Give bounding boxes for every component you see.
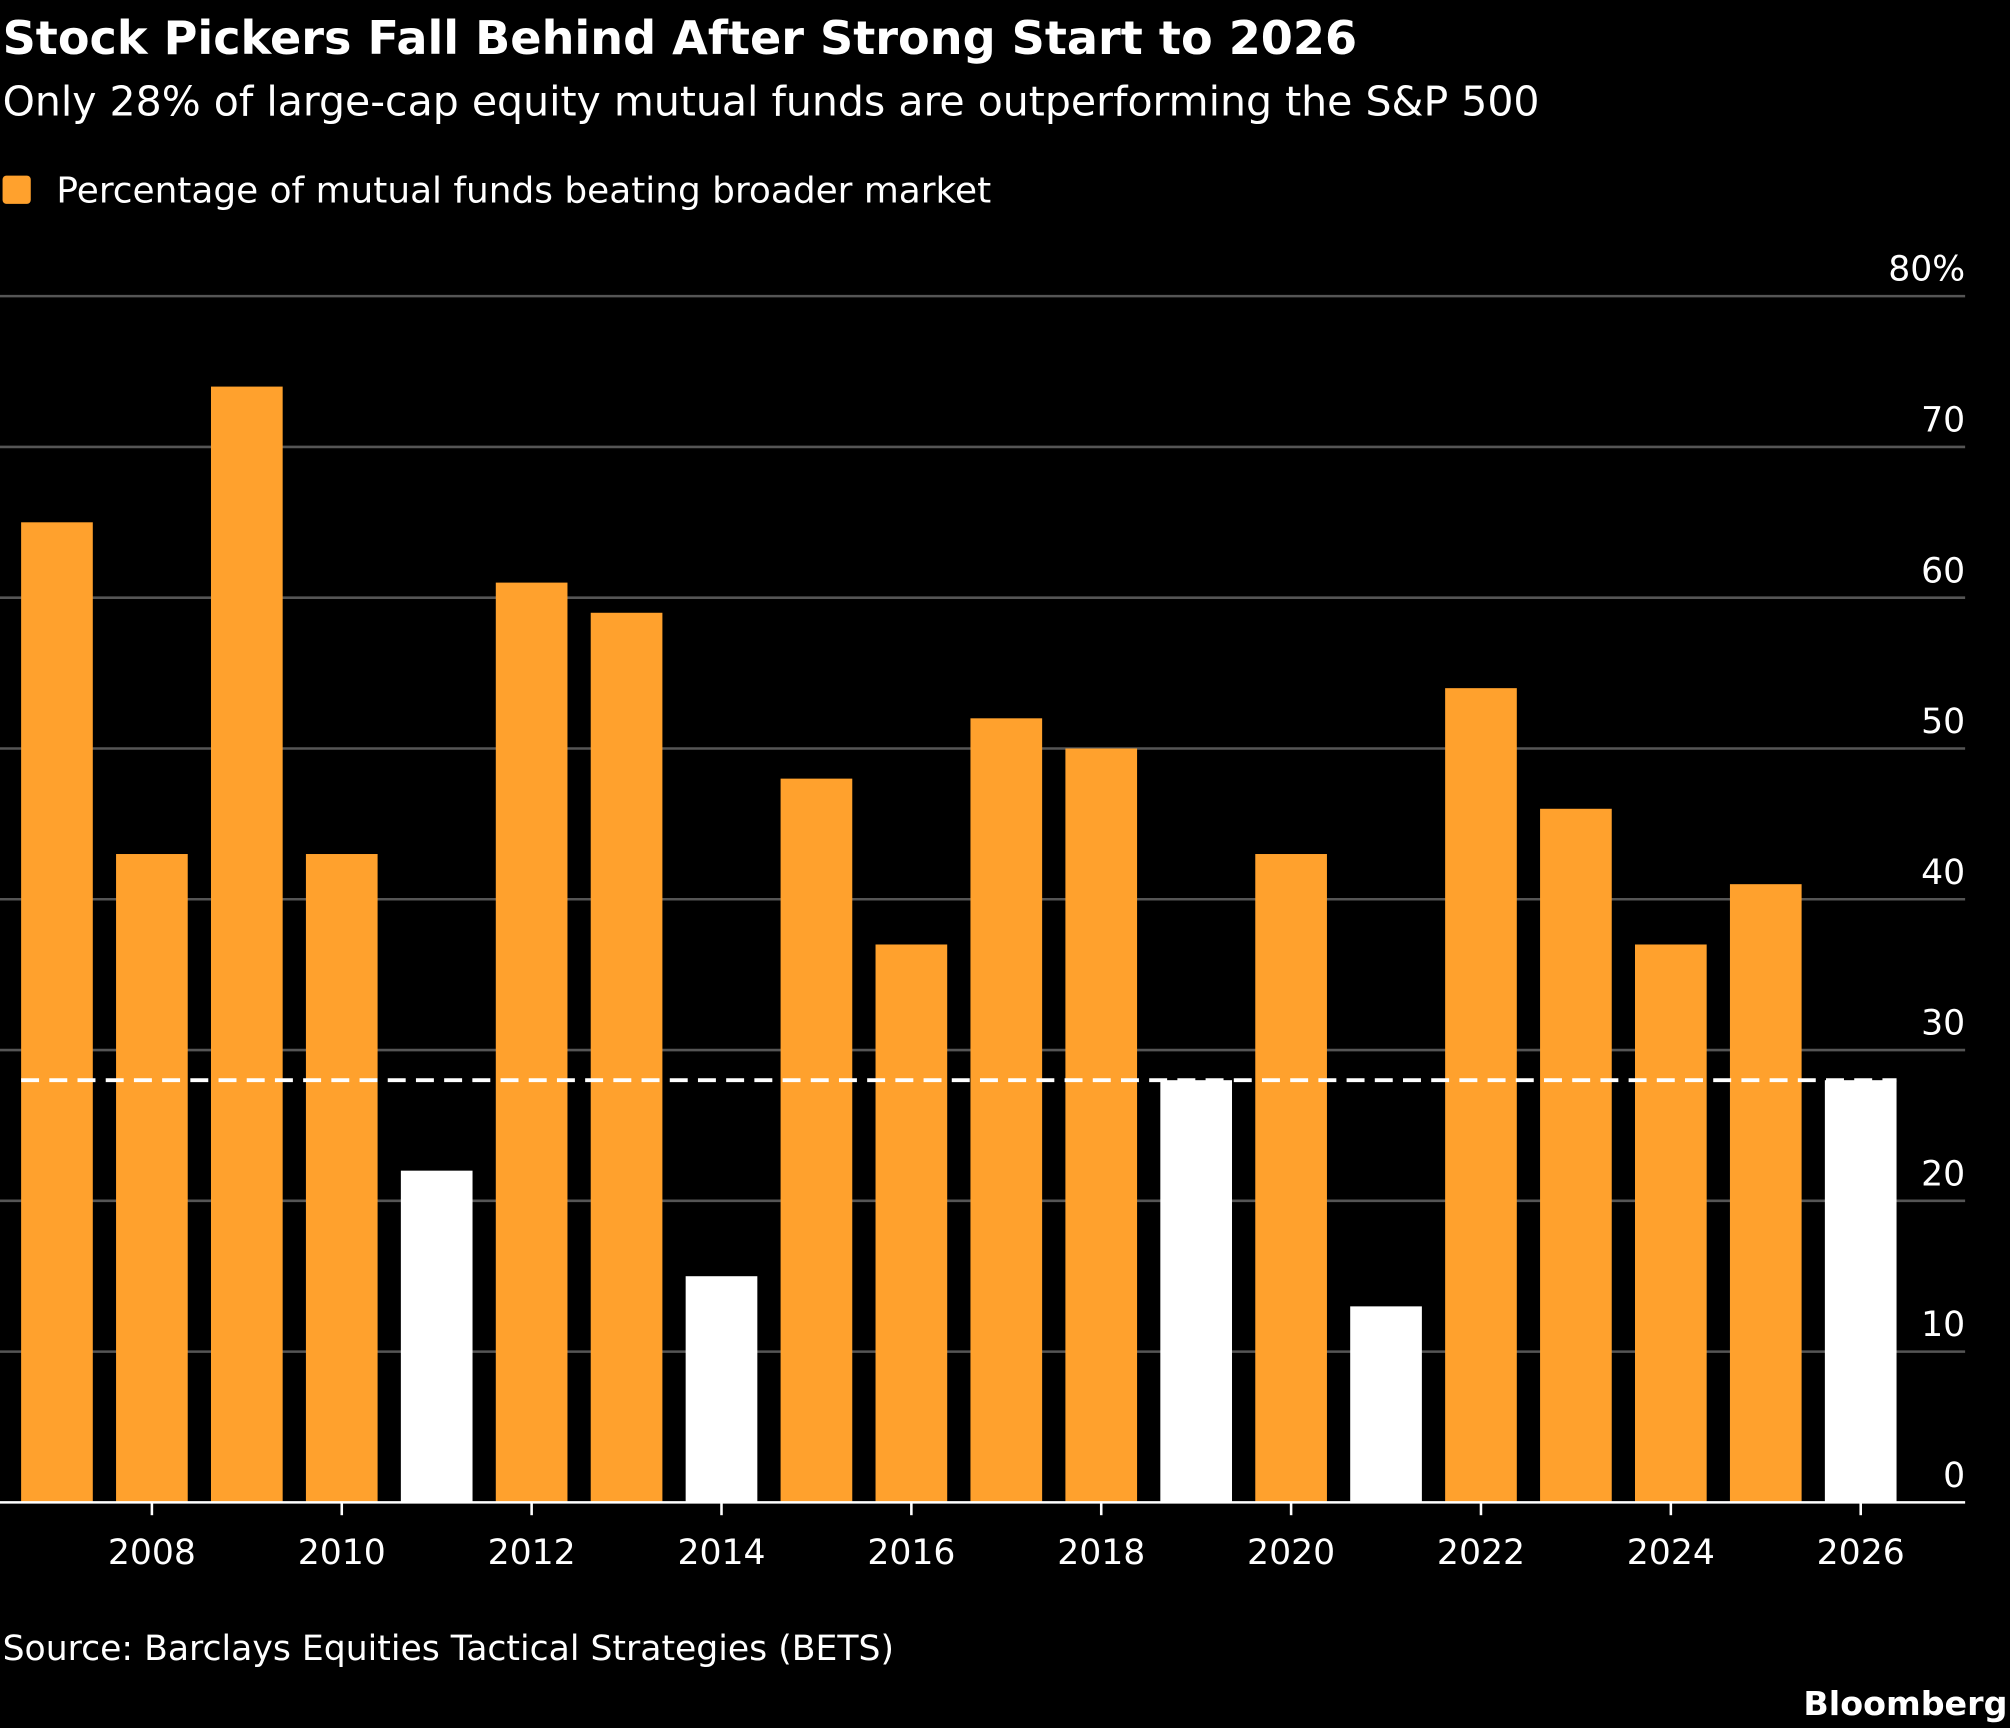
x-tick-label: 2014	[677, 1533, 765, 1573]
bar	[116, 854, 188, 1503]
bar	[970, 718, 1043, 1503]
bar	[780, 778, 853, 1503]
brand: Bloomberg	[1803, 1684, 2007, 1723]
chart-title: Stock Pickers Fall Behind After Strong S…	[3, 11, 1358, 65]
bar	[590, 612, 663, 1503]
bar	[1255, 854, 1327, 1503]
y-tick-label: 10	[1921, 1305, 1965, 1345]
y-tick-label: 50	[1921, 702, 1965, 742]
bar	[495, 582, 568, 1503]
bar	[1160, 1080, 1233, 1503]
x-tick-label: 2010	[298, 1533, 386, 1573]
bar	[685, 1276, 758, 1503]
legend-label: Percentage of mutual funds beating broad…	[56, 171, 991, 212]
bar	[1350, 1306, 1422, 1503]
x-tick-label: 2022	[1437, 1533, 1525, 1573]
chart-subtitle: Only 28% of large-cap equity mutual fund…	[3, 77, 1540, 125]
bar	[1635, 944, 1707, 1503]
bar	[1729, 884, 1802, 1503]
y-tick-label: 60	[1921, 551, 1965, 591]
x-tick-label: 2012	[488, 1533, 576, 1573]
bar	[400, 1170, 473, 1503]
y-tick-label: 30	[1921, 1004, 1965, 1044]
x-tick-label: 2026	[1817, 1533, 1905, 1573]
bar	[21, 522, 93, 1503]
source: Source: Barclays Equities Tactical Strat…	[3, 1629, 894, 1669]
y-tick-label: 0	[1943, 1456, 1965, 1496]
bar	[1065, 748, 1138, 1503]
bar	[210, 386, 283, 1503]
bar	[1540, 808, 1612, 1503]
x-tick-label: 2018	[1057, 1533, 1145, 1573]
x-tick-label: 2020	[1247, 1533, 1335, 1573]
legend-swatch	[2, 175, 31, 204]
y-tick-label: 20	[1921, 1154, 1965, 1194]
bar	[305, 854, 378, 1503]
y-tick-label: 70	[1921, 401, 1965, 441]
y-tick-label: 80%	[1888, 250, 1965, 290]
bar	[1824, 1080, 1897, 1503]
x-tick-label: 2008	[108, 1533, 196, 1573]
bar	[875, 944, 948, 1503]
x-tick-label: 2024	[1627, 1533, 1715, 1573]
y-tick-label: 40	[1921, 853, 1965, 893]
bar	[1445, 688, 1517, 1503]
x-tick-label: 2016	[867, 1533, 955, 1573]
